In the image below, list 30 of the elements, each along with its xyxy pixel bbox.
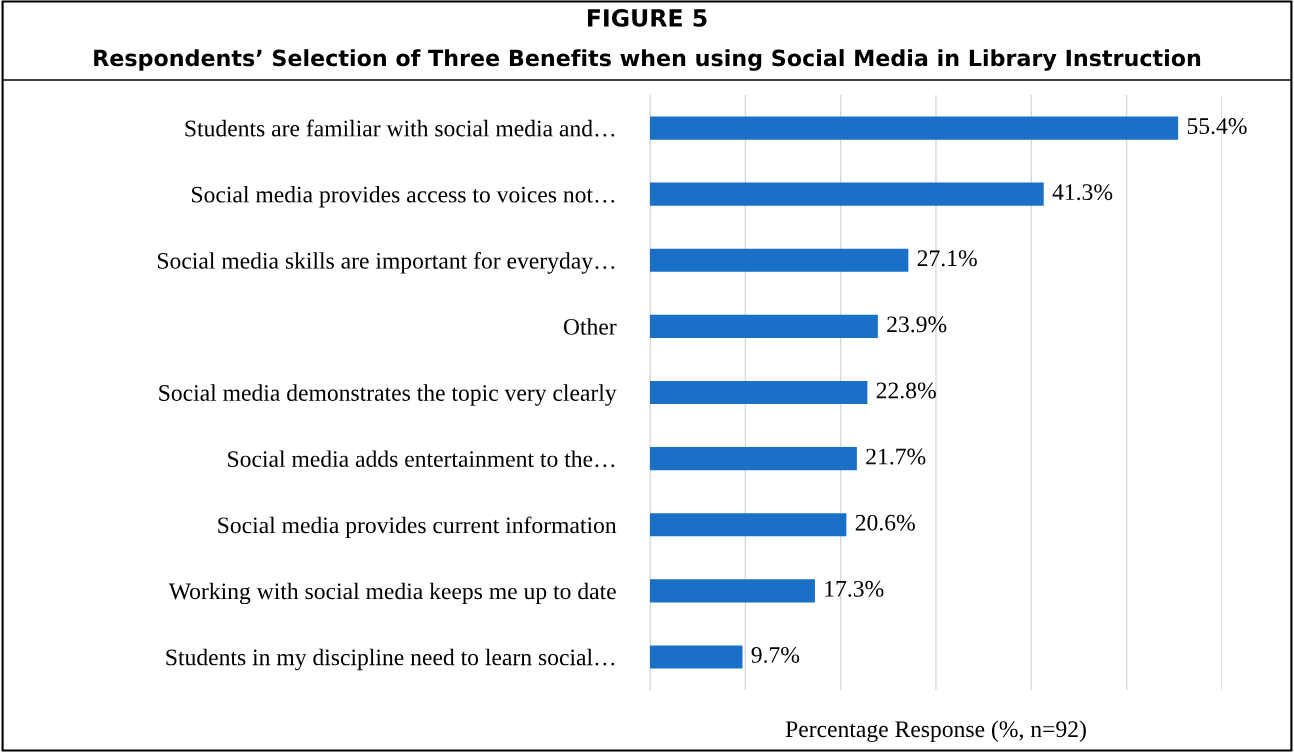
y-tick-label: Students are familiar with social media and… (185, 119, 615, 137)
bar (650, 248, 909, 272)
data-label: 27.1% (917, 250, 977, 267)
y-tick-label: Social media skills are important for everyday… (157, 251, 615, 274)
bar (650, 513, 847, 537)
bar (650, 645, 743, 669)
data-label: 55.4% (1187, 118, 1247, 135)
data-label: 17.3% (825, 580, 884, 597)
bar (650, 116, 1179, 140)
data-label: 23.9% (887, 316, 947, 333)
bar (650, 380, 868, 405)
bar (650, 447, 857, 471)
bar (650, 182, 1044, 206)
data-label: 20.6% (855, 514, 915, 531)
chart-subtitle: Respondents’ Selection of Three Benefits when using Social Media in Library Instruction (94, 49, 1201, 71)
y-tick-label: Social media provides access to voices not… (192, 185, 615, 208)
data-label: 9.7% (751, 646, 800, 663)
y-tick-label: Social media demonstrates the topic very clearly (159, 384, 617, 406)
y-tick-label: Social media adds entertainment to the… (228, 450, 615, 468)
y-tick-label: Students in my discipline need to learn social… (166, 648, 615, 671)
chart-title: FIGURE 5 (587, 8, 707, 27)
data-label: 21.7% (866, 448, 926, 465)
x-axis-title: Percentage Response (%, n=92) (785, 720, 1086, 743)
y-tick-label: Social media provides current information (218, 516, 617, 539)
bar (650, 579, 815, 603)
y-tick-label: Other (563, 318, 617, 335)
y-tick-label: Working with social media keeps me up to date (168, 582, 616, 605)
bar (650, 314, 878, 338)
data-label: 41.3% (1052, 184, 1113, 201)
data-label: 22.8% (876, 382, 936, 399)
